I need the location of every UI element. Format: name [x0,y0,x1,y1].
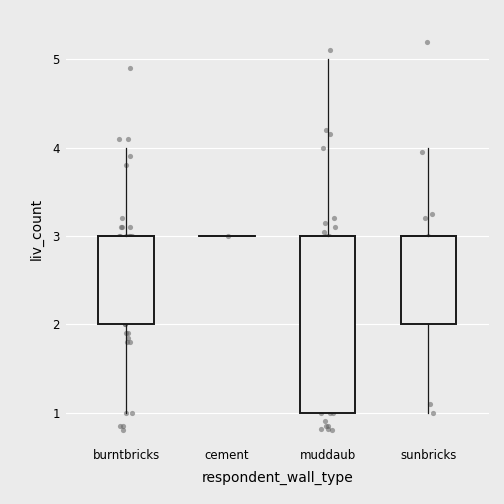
Point [115,135,123,143]
Point [322,126,330,134]
Point [122,329,130,337]
Point [125,152,134,160]
Point [426,302,434,310]
Bar [401,236,456,324]
Bar [98,236,154,324]
Point [331,223,339,231]
Point [119,422,128,430]
X-axis label: respondent_wall_type: respondent_wall_type [201,470,353,484]
Point [428,311,436,320]
Point [124,311,133,320]
Point [317,424,325,432]
Point [324,311,332,320]
Point [329,409,337,417]
Point [326,409,334,417]
Point [123,329,132,337]
Point [324,425,332,433]
Point [317,409,325,417]
Point [116,422,124,430]
Point [319,241,327,249]
Point [128,409,136,417]
Point [422,241,430,249]
Point [330,320,338,328]
Point [320,395,328,403]
Point [322,232,330,240]
Point [117,223,125,231]
Point [123,338,132,346]
Point [125,223,134,231]
Point [120,311,128,320]
Point [427,316,435,324]
Point [327,316,335,324]
Point [122,161,130,169]
Point [122,302,131,310]
Point [118,214,126,222]
Point [119,241,127,249]
Point [122,409,131,417]
Point [426,400,434,408]
Point [331,329,339,337]
Point [118,223,126,231]
Point [125,241,133,249]
Point [125,249,133,258]
Y-axis label: liv_count: liv_count [30,198,44,261]
Point [124,232,133,240]
Point [127,338,135,346]
Point [319,144,327,152]
Point [116,232,124,240]
Point [322,219,330,227]
Point [321,417,329,425]
Point [224,232,232,240]
Point [326,400,334,408]
Bar [300,236,355,413]
Point [324,302,332,310]
Point [320,227,328,235]
Point [424,232,432,240]
Point [327,404,335,412]
Point [431,316,439,324]
Point [325,232,333,240]
Point [318,320,326,328]
Point [123,241,132,249]
Point [428,210,436,218]
Point [124,334,132,342]
Point [418,148,426,156]
Point [124,135,132,143]
Point [328,426,336,434]
Point [425,249,433,258]
Point [126,64,134,72]
Point [127,232,135,240]
Point [325,422,333,430]
Point [322,422,330,430]
Point [320,400,328,408]
Point [128,241,136,249]
Point [326,46,334,54]
Point [119,426,127,434]
Point [129,232,137,240]
Point [122,232,130,240]
Point [423,38,431,46]
Point [319,329,327,337]
Point [326,131,334,139]
Point [115,232,123,240]
Point [117,307,125,315]
Point [421,214,429,222]
Point [330,214,338,222]
Point [429,409,437,417]
Point [121,320,129,328]
Point [121,320,129,328]
